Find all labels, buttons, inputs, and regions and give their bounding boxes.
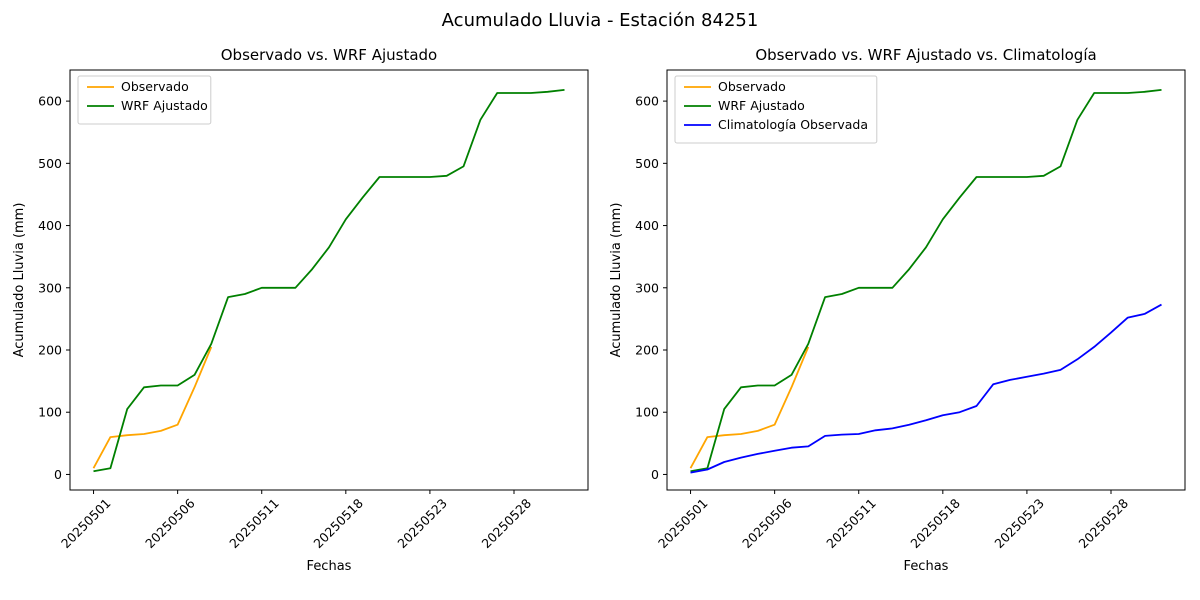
x-tick-label: 20250528 (479, 495, 535, 551)
chart-observado-vs-wrf: 0 100 200 300 400 500 600 20250501 20250506 20250… (12, 46, 589, 574)
legend-label: Climatología Observada (718, 117, 868, 132)
y-axis-label: Acumulado Lluvia (mm) (12, 203, 27, 358)
series-line-climatolog-a-observada (690, 303, 1162, 474)
legend-label: WRF Ajustado (718, 98, 805, 113)
plot-border (69, 69, 589, 491)
y-tick-label: 200 (635, 343, 659, 358)
x-axis-label: Fechas (904, 559, 949, 574)
y-tick-label: 400 (38, 218, 62, 233)
y-tick-label: 100 (635, 405, 659, 420)
charts-row: 0 100 200 300 400 500 600 20250501 20250506 20250… (0, 40, 1200, 593)
y-tick-label: 300 (635, 280, 659, 295)
plot-border (666, 69, 1186, 491)
y-tick-label: 300 (38, 280, 62, 295)
subplot-title: Observado vs. WRF Ajustado vs. Climatolo… (755, 46, 1096, 64)
x-tick-label: 20250518 (907, 495, 963, 551)
y-tick-label: 500 (635, 156, 659, 171)
legend-label: Observado (718, 79, 786, 94)
y-tick-label: 100 (38, 405, 62, 420)
subplot-title: Observado vs. WRF Ajustado (221, 46, 437, 64)
x-tick-label: 20250511 (823, 496, 879, 552)
y-tick-label: 0 (651, 467, 659, 482)
x-tick-label: 20250506 (739, 495, 795, 551)
series-line-wrf-ajustado (690, 89, 1162, 473)
y-tick-label: 500 (38, 156, 62, 171)
x-tick-label: 20250501 (58, 496, 114, 552)
x-tick-label: 20250511 (226, 496, 282, 552)
x-tick-label: 20250523 (394, 496, 450, 552)
y-tick-label: 0 (54, 467, 62, 482)
chart-observado-vs-wrf-vs-climatologia: 0 100 200 300 400 500 600 20250501 20250506 20250… (609, 46, 1186, 574)
y-tick-label: 200 (38, 343, 62, 358)
series-line-wrf-ajustado (93, 89, 565, 473)
x-tick-label: 20250506 (142, 495, 198, 551)
legend-label: Observado (121, 79, 189, 94)
y-tick-label: 400 (635, 218, 659, 233)
series-line-observado (92, 346, 213, 469)
x-tick-label: 20250501 (655, 496, 711, 552)
x-tick-label: 20250518 (310, 495, 366, 551)
legend-box (674, 75, 878, 144)
x-tick-label: 20250523 (991, 496, 1047, 552)
y-tick-label: 600 (38, 94, 62, 109)
y-axis-label: Acumulado Lluvia (mm) (609, 203, 624, 358)
legend-box (77, 75, 212, 125)
x-tick-label: 20250528 (1076, 495, 1132, 551)
legend-label: WRF Ajustado (121, 98, 208, 113)
series-line-observado (689, 346, 810, 469)
y-tick-label: 600 (635, 94, 659, 109)
x-axis-label: Fechas (307, 559, 352, 574)
figure-title: Acumulado Lluvia - Estación 84251 (441, 10, 759, 31)
